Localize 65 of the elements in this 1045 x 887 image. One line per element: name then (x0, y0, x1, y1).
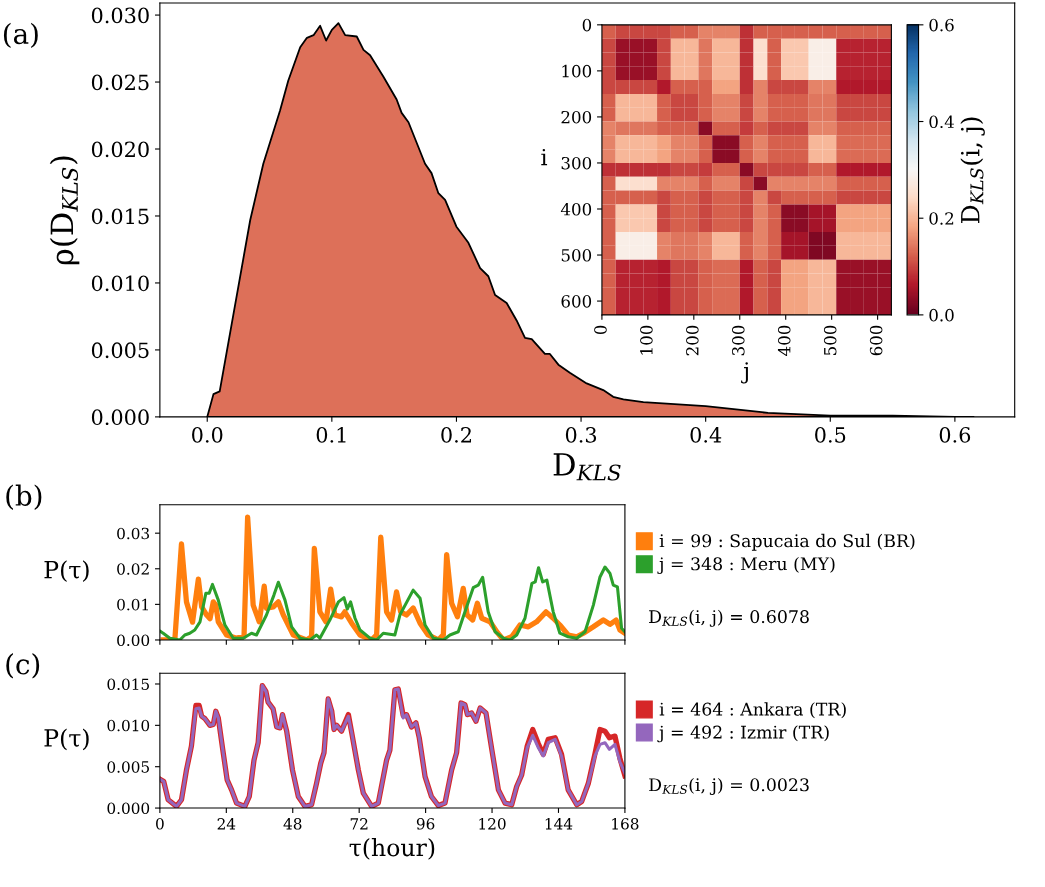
x-tick-label: 600 (869, 325, 883, 356)
y-tick-label: 0.01 (117, 598, 148, 611)
x-tick-label: 96 (416, 818, 435, 830)
y-tick-label: 0.020 (91, 141, 149, 158)
legend-label: i = 99 : Sapucaia do Sul (BR) (659, 533, 915, 551)
y-tick-label: 0.03 (117, 527, 150, 540)
text: D$_{KLS}$(i, j) = 0.0023 (649, 777, 809, 795)
y-tick-label: 0.005 (107, 761, 149, 773)
y-tick-label: 0.015 (91, 208, 149, 225)
y-tick-label: 0 (582, 18, 592, 32)
x-tick-label: 500 (823, 325, 837, 355)
x-tick-label: 168 (612, 818, 639, 830)
x-tick-label: 0.0 (192, 426, 223, 443)
x-tick-label: 300 (731, 325, 745, 356)
x-tick-label: 0.5 (815, 426, 846, 443)
text: D$_{KLS}$(i, j) = 0.6078 (649, 609, 809, 627)
x-tick-label: 0.1 (316, 426, 346, 443)
y-axis-title: P(τ) (44, 728, 89, 751)
x-tick-label: 0 (156, 818, 164, 830)
y-tick-label: 300 (561, 156, 592, 170)
color-bar-label: 0.2 (929, 212, 954, 225)
x-tick-label: 0.6 (939, 426, 971, 443)
y-axis-title: ρ(D$_{KLS}$) (49, 156, 80, 265)
x-axis-title: D$_{KLS}$ (553, 453, 621, 481)
x-tick-label: 0.2 (441, 426, 471, 443)
y-tick-label: 0.00 (117, 634, 150, 646)
x-tick-label: 72 (350, 818, 368, 830)
y-tick-label: 0.030 (91, 7, 149, 24)
y-tick-label: 0.015 (107, 678, 149, 691)
x-tick-label: 0 (594, 325, 607, 335)
legend-label: j = 492 : Izmir (TR) (657, 725, 829, 743)
y-axis-title: i (541, 148, 548, 166)
color-bar-label: 0.0 (929, 308, 954, 322)
x-axis-title: j (741, 362, 748, 384)
y-tick-label: 200 (561, 110, 592, 124)
x-axis-title: τ(hour) (349, 838, 435, 860)
x-tick-label: 48 (283, 818, 302, 830)
y-tick-label: 100 (562, 64, 592, 78)
y-tick-label: 0.000 (107, 802, 150, 815)
legend-label: j = 348 : Meru (MY) (657, 556, 835, 574)
y-tick-label: 600 (561, 295, 592, 308)
color-bar-title: D$_{KLS}$(i, j) (960, 117, 985, 223)
y-tick-label: 0.02 (117, 563, 149, 575)
legend-label: i = 464 : Ankara (TR) (659, 702, 846, 719)
x-tick-label: 0.3 (565, 426, 597, 443)
y-tick-label: 400 (560, 202, 592, 216)
color-bar-label: 0.6 (929, 18, 954, 32)
x-tick-label: 200 (686, 325, 699, 356)
x-tick-label: 100 (640, 325, 653, 355)
chart-title: (c) (6, 653, 40, 679)
y-tick-label: 0.010 (107, 719, 150, 732)
y-tick-label: 0.025 (91, 74, 149, 91)
x-tick-label: 400 (777, 325, 791, 356)
x-tick-label: 24 (217, 818, 236, 830)
x-tick-label: 120 (479, 818, 506, 830)
x-tick-label: 144 (545, 818, 573, 830)
y-tick-label: 0.000 (91, 409, 149, 426)
color-bar-label: 0.4 (929, 115, 954, 129)
x-tick-label: 0.4 (690, 426, 722, 443)
y-tick-label: 0.010 (91, 275, 149, 292)
y-axis-title: P(τ) (44, 560, 89, 582)
chart-title: (b) (6, 484, 42, 510)
y-tick-label: 0.005 (91, 342, 149, 359)
y-tick-label: 500 (561, 249, 592, 262)
text: (a) (3, 22, 38, 49)
